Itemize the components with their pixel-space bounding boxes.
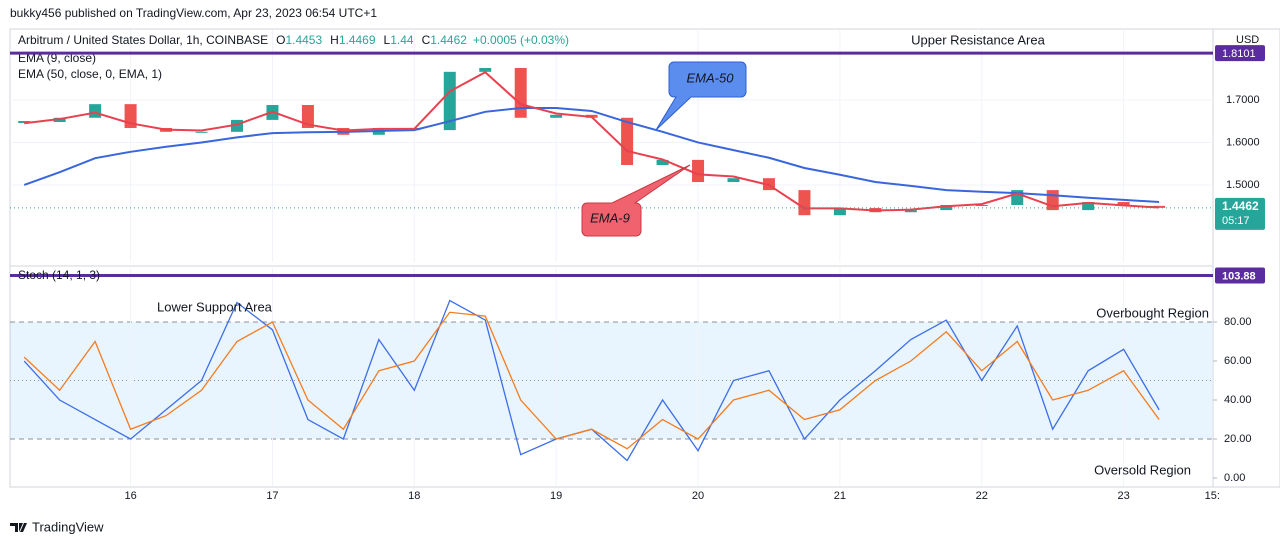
- candle: [89, 104, 102, 118]
- y-tick-label: 1.5000: [1226, 179, 1260, 191]
- annotation: Overbought Region: [1096, 305, 1209, 320]
- symbol-line: Arbitrum / United States Dollar, 1h, COI…: [18, 33, 569, 47]
- level-tag: [1215, 267, 1265, 284]
- x-tick-label: 17: [266, 490, 278, 502]
- resistance-tag-label: 1.8101: [1222, 48, 1256, 60]
- candle: [443, 71, 456, 131]
- y-tick-label: 1.6000: [1226, 136, 1260, 148]
- callout-label: EMA-50: [687, 70, 735, 85]
- indicator-title: Stoch (14, 1, 3): [18, 268, 100, 282]
- level-tag-label: 103.88: [1222, 270, 1256, 282]
- candle: [1117, 202, 1130, 206]
- x-tick-label: 15:: [1205, 490, 1220, 502]
- candle: [833, 207, 846, 216]
- y-tick-label: 0.00: [1224, 472, 1245, 484]
- callout-box: [655, 61, 747, 131]
- panel-frame: [9, 28, 1280, 488]
- x-tick-label: 20: [692, 490, 704, 502]
- callout-label: EMA-9: [590, 210, 630, 225]
- series-line: [24, 71, 1160, 212]
- change: +0.0005 (+0.03%): [473, 33, 569, 47]
- x-tick-label: 19: [550, 490, 562, 502]
- legend-entry: EMA (50, close, 0, EMA, 1): [18, 67, 162, 81]
- last-price-label: 1.4462: [1222, 199, 1259, 213]
- candle: [656, 159, 669, 165]
- symbol-title: Arbitrum / United States Dollar, 1h, COI…: [18, 33, 268, 47]
- last-price-tag: [1215, 197, 1265, 230]
- x-tick-label: 21: [834, 490, 846, 502]
- ohlc-value: 1.4462: [430, 33, 467, 47]
- resistance-label: Upper Resistance Area: [911, 32, 1045, 47]
- x-tick-label: 18: [408, 490, 420, 502]
- publisher-line: bukky456 published on TradingView.com, A…: [10, 6, 377, 20]
- candle: [798, 190, 811, 216]
- candle: [1082, 202, 1095, 211]
- ohlc-value: 1.4469: [339, 33, 376, 47]
- ohlc-value: 1.4453: [285, 33, 322, 47]
- candle: [514, 67, 527, 118]
- candle: [301, 105, 314, 128]
- y-tick-label: 20.00: [1224, 433, 1252, 445]
- y-tick-label: 80.00: [1224, 316, 1252, 328]
- brand-name: TradingView: [32, 519, 104, 534]
- x-tick-label: 23: [1118, 490, 1130, 502]
- candle: [479, 67, 492, 72]
- candle: [550, 114, 563, 118]
- currency-label: USD: [1236, 34, 1259, 46]
- candle: [727, 178, 740, 183]
- brand-logo: TradingView: [10, 519, 104, 534]
- callout-box: [581, 164, 691, 237]
- series-line: [23, 106, 1160, 204]
- candle: [230, 119, 243, 132]
- countdown-label: 05:17: [1222, 215, 1250, 227]
- y-tick-label: 1.7000: [1226, 94, 1260, 106]
- ohlc-value: 1.44: [390, 33, 414, 47]
- ohlc-label: L: [384, 33, 391, 47]
- ohlc-label: O: [276, 33, 285, 47]
- x-tick-label: 16: [124, 490, 136, 502]
- x-tick-label: 22: [976, 490, 988, 502]
- ohlc-label: C: [422, 33, 431, 47]
- plot-layer: 1.5000 1.6000 1.7000 USD Arbitrum / United S…: [10, 30, 1265, 502]
- series-line: [23, 311, 1160, 450]
- candle: [692, 159, 705, 183]
- candle: [195, 131, 208, 133]
- candle: [975, 204, 988, 206]
- candle: [621, 117, 634, 165]
- logo-icon: [10, 523, 27, 532]
- resistance-tag: [1215, 45, 1265, 62]
- ohlc-label: H: [330, 33, 339, 47]
- candle: [904, 210, 917, 213]
- y-tick-label: 60.00: [1224, 355, 1252, 367]
- y-tick-label: 40.00: [1224, 394, 1252, 406]
- annotation: Oversold Region: [1094, 462, 1191, 477]
- legend-entry: EMA (9, close): [18, 51, 96, 65]
- annotation: Lower Support Area: [157, 299, 273, 314]
